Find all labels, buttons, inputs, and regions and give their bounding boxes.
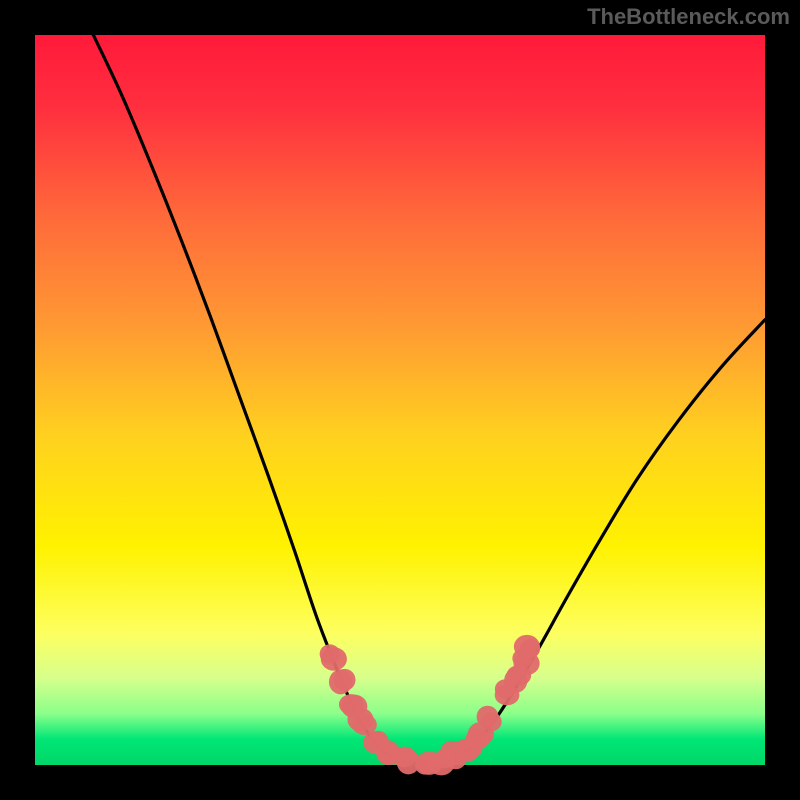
chart-container: TheBottleneck.com	[0, 0, 800, 800]
bottleneck-chart	[0, 0, 800, 800]
site-watermark: TheBottleneck.com	[587, 4, 790, 30]
